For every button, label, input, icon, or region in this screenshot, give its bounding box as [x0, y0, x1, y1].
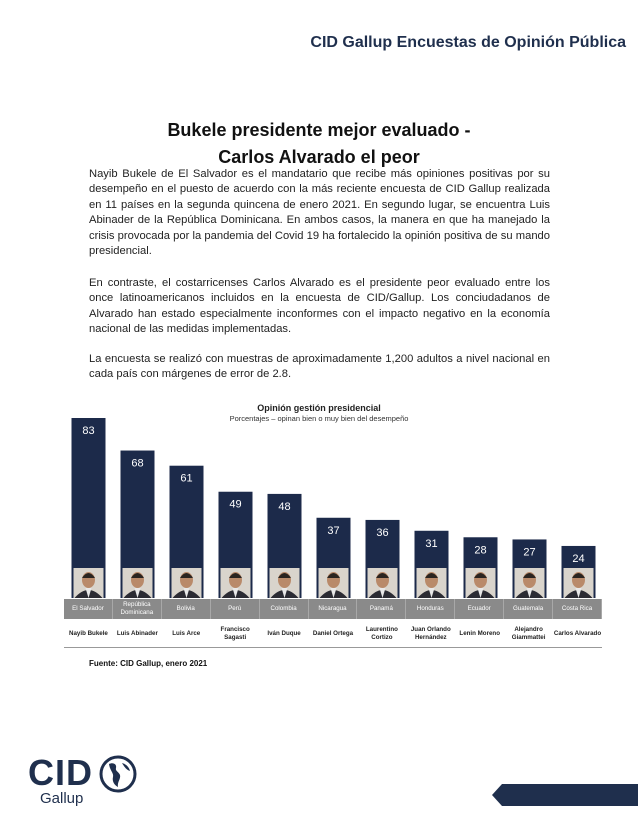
bar-bolivia: [169, 465, 204, 598]
paragraph-1: Nayib Bukele de El Salvador es el mandat…: [89, 168, 550, 258]
president-photo: [465, 568, 496, 598]
bar-value-label: 28: [474, 544, 486, 556]
president-name: Francisco Sagasti: [220, 626, 250, 641]
bar-perú: [218, 491, 253, 598]
header-title: CID Gallup Encuestas de Opinión Pública: [310, 34, 626, 51]
chart-title: Opinión gestión presidencial: [257, 403, 381, 413]
country-label: Guatemala: [504, 599, 554, 619]
logo-cid-text: CID: [28, 752, 93, 793]
bar-honduras: [414, 530, 449, 598]
bar-value-label: 36: [376, 527, 388, 539]
globe-icon: [99, 755, 137, 793]
president-photo: [367, 568, 398, 598]
bar-colombia: [267, 493, 302, 598]
country-label: Perú: [211, 599, 260, 619]
president-name: Alejandro Giammattei: [511, 626, 546, 641]
country-label: Colombia: [260, 599, 309, 619]
footer-bar-graphic: [492, 784, 638, 806]
president-photo: [563, 568, 594, 598]
country-label: República Dominicana: [113, 599, 162, 619]
president-name: Carlos Alvarado: [553, 630, 602, 637]
country-label: Costa Rica: [553, 599, 602, 619]
bar-value-label: 31: [425, 538, 437, 550]
bar-value-label: 68: [131, 458, 143, 470]
cid-gallup-logo: CID Gallup: [28, 752, 148, 812]
bar-value-label: 49: [229, 499, 241, 511]
president-name: Juan Orlando Hernández: [410, 626, 451, 641]
country-label: Bolivia: [162, 599, 211, 619]
president-name: Luis Arce: [172, 630, 201, 637]
president-photo: [318, 568, 349, 598]
bar-value-label: 27: [523, 546, 535, 558]
paragraph-3: La encuesta se realizó con muestras de a…: [89, 353, 550, 381]
president-photo: [220, 568, 251, 598]
bar-república-dominicana: [120, 450, 155, 598]
president-photo: [122, 568, 153, 598]
headline-line-2: Carlos Alvarado el peor: [218, 147, 420, 167]
president-name: Laurentino Cortizo: [365, 626, 398, 641]
bar-ecuador: [463, 537, 498, 598]
president-photo: [514, 568, 545, 598]
logo-gallup-text: Gallup: [40, 790, 84, 807]
bar-panamá: [365, 519, 400, 598]
president-photo: [269, 568, 300, 598]
source-note: Fuente: CID Gallup, enero 2021: [89, 659, 208, 668]
country-labels-row: El Salvador República Dominicana Bolivia Pe…: [64, 599, 602, 619]
paragraph-2: En contraste, el costarricenses Carlos A…: [89, 277, 550, 336]
chart-subtitle: Porcentajes – opinan bien o muy bien del…: [229, 414, 409, 423]
bar-value-label: 61: [180, 473, 192, 485]
country-label: Nicaragua: [309, 599, 358, 619]
president-names-row: Nayib Bukele Luis Abinader Luis Arce Franci…: [64, 621, 602, 648]
country-label: Panamá: [357, 599, 407, 619]
bar-value-label: 37: [327, 525, 339, 537]
country-label: El Salvador: [64, 599, 113, 619]
headline-line-1: Bukele presidente mejor evaluado -: [167, 120, 471, 140]
president-name: Lenin Moreno: [459, 630, 500, 637]
president-photo: [416, 568, 447, 598]
bar-nicaragua: [316, 517, 351, 598]
president-name: Nayib Bukele: [69, 630, 108, 637]
bar-value-label: 48: [278, 501, 290, 513]
bar-costa-rica: [561, 545, 596, 598]
bar-value-label: 24: [572, 553, 584, 565]
bar-el-salvador: [71, 418, 106, 598]
president-name: Luis Abinader: [116, 630, 158, 637]
president-name: Daniel Ortega: [312, 630, 354, 637]
bar-guatemala: [512, 539, 547, 598]
president-name: Iván Duque: [267, 630, 301, 637]
president-photo: [73, 568, 104, 598]
country-label: Honduras: [406, 599, 456, 619]
country-label: Ecuador: [455, 599, 505, 619]
bar-value-label: 83: [82, 425, 94, 437]
president-photo: [171, 568, 202, 598]
